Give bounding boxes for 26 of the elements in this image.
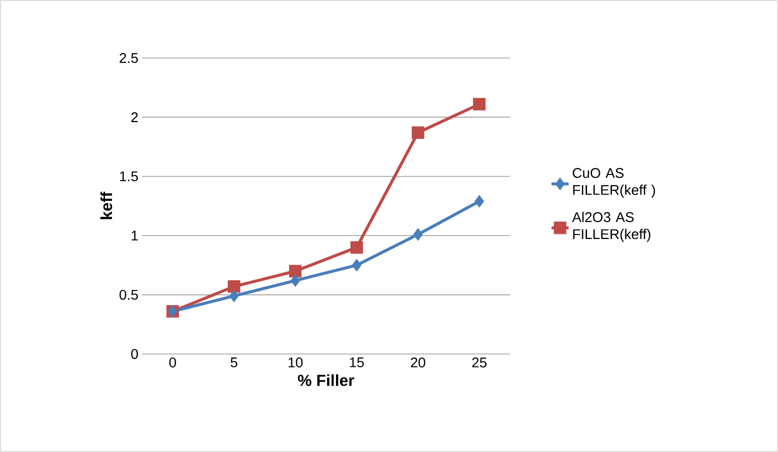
y-tick-label: 1.5 [120,172,138,182]
point [412,126,424,139]
point [289,264,302,278]
x-tick-label: 25 [472,358,487,368]
point [290,274,300,287]
y-tick-label: 2 [131,112,138,122]
y-tick-label: 1 [132,230,138,240]
x-tick-label: 5 [230,358,238,368]
point [352,258,362,272]
legend-label: CuO AS FILLER(keff ) [572,168,655,198]
point [350,241,363,254]
point [474,195,484,208]
y-axis-title: keff [100,192,112,220]
y-tick-label: 0.5 [120,290,138,300]
legend-label: Al2O3 AS FILLER(keff) [572,212,650,242]
x-tick-label: 20 [410,358,426,368]
x-tick-label: 15 [350,358,364,368]
y-tick-label: 0 [131,349,138,359]
point [228,280,240,293]
point [473,98,486,110]
point [229,290,239,302]
point [413,228,423,241]
x-axis-title: % Filler [298,374,354,386]
x-tick-label: 10 [288,358,303,368]
y-tick-label: 2.5 [120,53,138,63]
x-tick-label: 0 [169,358,176,368]
